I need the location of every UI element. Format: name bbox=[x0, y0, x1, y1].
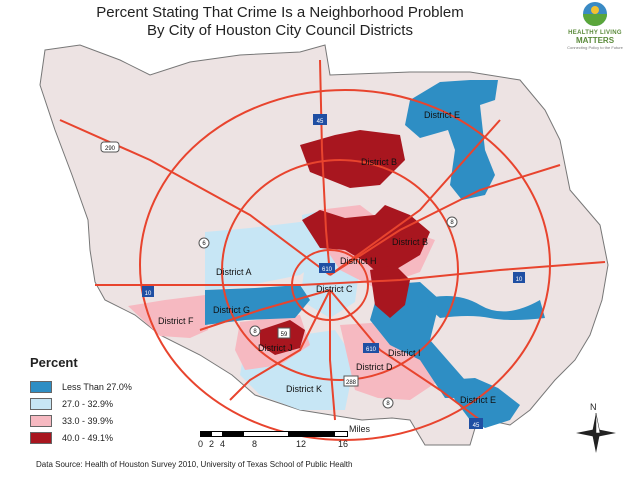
district-label: District H bbox=[340, 256, 377, 266]
route-label: 288 bbox=[346, 380, 357, 386]
map-legend: Percent Less Than 27.0% 27.0 - 32.9% 33.… bbox=[30, 355, 170, 446]
legend-label: 33.0 - 39.9% bbox=[62, 415, 114, 426]
district-label: District K bbox=[286, 384, 322, 394]
district-b-south-region bbox=[302, 205, 430, 275]
route-label: 6 bbox=[202, 241, 206, 247]
scale-tick: 8 bbox=[252, 439, 258, 449]
district-a-region bbox=[205, 220, 320, 290]
scale-tick: 2 bbox=[209, 439, 215, 449]
route-shields: 45 290 8 6 610 10 10 59 8 610 288 8 45 bbox=[100, 114, 525, 429]
route-label: 10 bbox=[516, 277, 523, 283]
map-title-line2: By City of Houston City Council District… bbox=[147, 22, 413, 39]
district-label: District B bbox=[361, 157, 397, 167]
district-label: District G bbox=[213, 305, 250, 315]
district-f-region bbox=[128, 295, 208, 338]
district-label: District E bbox=[424, 110, 460, 120]
route-label: 10 bbox=[145, 291, 152, 297]
scale-segment bbox=[243, 431, 289, 437]
legend-title: Percent bbox=[30, 355, 78, 370]
map-title-line1: Percent Stating That Crime Is a Neighbor… bbox=[96, 4, 464, 21]
district-e-south-region bbox=[445, 378, 520, 428]
route-label: 8 bbox=[386, 401, 390, 407]
north-arrow-icon bbox=[576, 412, 616, 453]
district-label: District J bbox=[258, 343, 293, 353]
legend-label: 40.0 - 49.1% bbox=[62, 432, 114, 443]
route-label: 610 bbox=[366, 347, 377, 353]
legend-item: Less Than 27.0% bbox=[30, 378, 170, 395]
district-label: District B bbox=[392, 237, 428, 247]
scale-segment bbox=[222, 431, 244, 437]
scale-unit: Miles bbox=[349, 424, 371, 434]
logo-line3: Connecting Policy to the Future bbox=[567, 45, 623, 50]
scale-tick: 16 bbox=[338, 439, 349, 449]
logo-emblem bbox=[583, 2, 607, 26]
ship-channel bbox=[420, 296, 545, 320]
route-label: 290 bbox=[105, 146, 116, 152]
scale-bar: Miles 0 2 4 8 12 16 bbox=[195, 424, 370, 450]
district-label: District F bbox=[158, 316, 194, 326]
legend-item: 33.0 - 39.9% bbox=[30, 412, 170, 429]
legend-swatch bbox=[30, 380, 52, 393]
route-label: 8 bbox=[253, 329, 257, 335]
legend-swatch bbox=[30, 431, 52, 444]
district-label: District I bbox=[388, 348, 421, 358]
logo-line1: HEALTHY LIVING bbox=[568, 30, 622, 36]
legend-label: 27.0 - 32.9% bbox=[62, 398, 114, 409]
scale-segment bbox=[288, 431, 335, 437]
data-source-note: Data Source: Health of Houston Survey 20… bbox=[36, 460, 353, 469]
district-label: District D bbox=[356, 362, 393, 372]
legend-label: Less Than 27.0% bbox=[62, 381, 132, 392]
scale-tick: 12 bbox=[296, 439, 307, 449]
district-labels: District E District B District B Distric… bbox=[158, 110, 496, 405]
district-e-north-region bbox=[405, 80, 498, 200]
route-label: 59 bbox=[281, 332, 288, 338]
scale-tick: 0 bbox=[198, 439, 204, 449]
route-label: 610 bbox=[322, 267, 333, 273]
scale-tick: 4 bbox=[220, 439, 226, 449]
north-label: N bbox=[590, 402, 597, 412]
district-b-north-region bbox=[300, 130, 405, 188]
legend-swatch bbox=[30, 397, 52, 410]
logo-line2: MATTERS bbox=[575, 36, 615, 45]
legend-swatch bbox=[30, 414, 52, 427]
route-label: 8 bbox=[450, 220, 454, 226]
district-label: District A bbox=[216, 267, 252, 277]
district-h-hotspot bbox=[370, 265, 410, 318]
district-label: District C bbox=[316, 284, 353, 294]
scale-segment bbox=[334, 431, 348, 437]
legend-item: 40.0 - 49.1% bbox=[30, 429, 170, 446]
district-d-region bbox=[340, 322, 440, 400]
legend-item: 27.0 - 32.9% bbox=[30, 395, 170, 412]
route-label: 45 bbox=[317, 119, 324, 125]
healthy-living-matters-logo: HEALTHY LIVING MATTERS Connecting Policy… bbox=[552, 30, 638, 50]
road-network bbox=[59, 59, 606, 441]
north-label-box: N bbox=[576, 402, 616, 462]
district-label: District E bbox=[460, 395, 496, 405]
route-label: 45 bbox=[473, 423, 480, 429]
